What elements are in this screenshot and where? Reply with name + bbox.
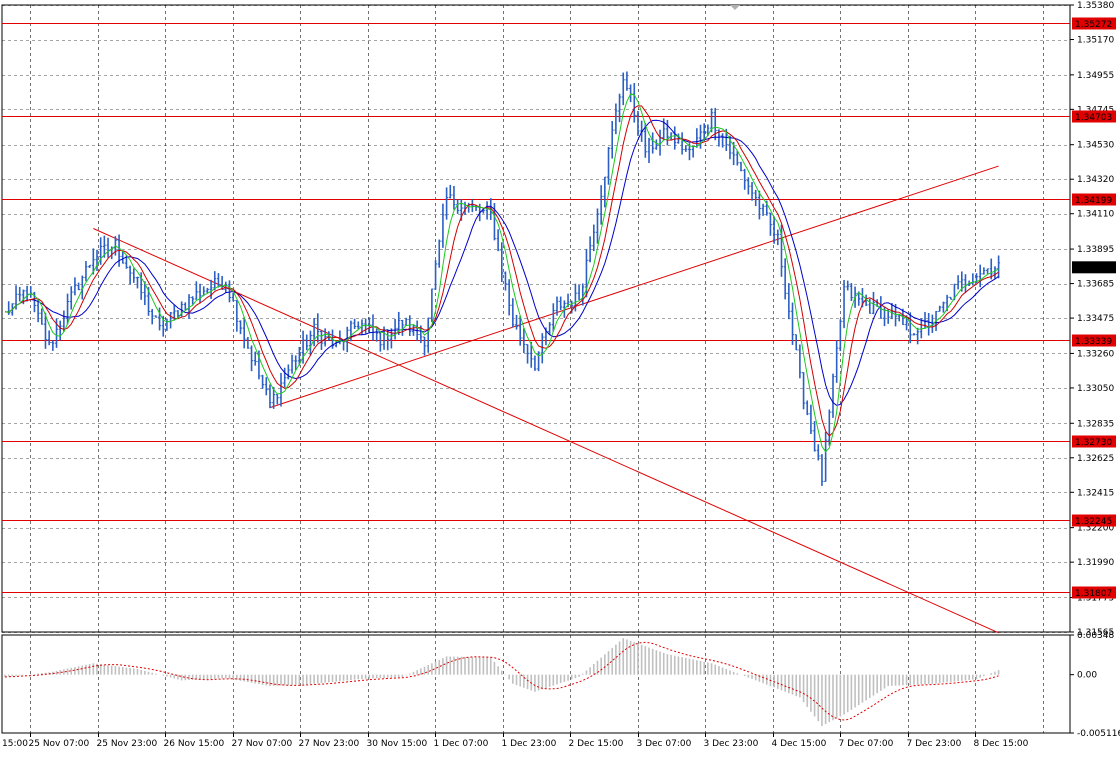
level-label: 1.31807 <box>1075 589 1112 599</box>
level-label: 1.35272 <box>1075 20 1112 30</box>
time-tick-label: 1 Dec 23:00 <box>502 739 557 749</box>
oscillator-tick-label: 0.00 <box>1077 671 1097 681</box>
level-label: 1.32245 <box>1075 517 1112 527</box>
level-label-badge <box>1072 110 1116 123</box>
level-label-badge <box>1072 514 1116 527</box>
time-tick-label: 15:00 <box>2 739 28 749</box>
price-tick-label: 1.32835 <box>1077 419 1114 429</box>
time-tick-label: 4 Dec 15:00 <box>772 739 827 749</box>
price-tick-label: 1.34530 <box>1077 141 1114 151</box>
candles-group <box>7 71 1001 486</box>
time-tick-label: 25 Nov 07:00 <box>29 739 90 749</box>
oscillator-tick-label: 0.00348 <box>1077 631 1114 641</box>
price-tick-label: 1.33895 <box>1077 245 1114 255</box>
level-label: 1.32730 <box>1075 438 1112 448</box>
level-label: 1.34703 <box>1075 113 1112 123</box>
time-tick-label: 26 Nov 15:00 <box>164 739 225 749</box>
time-tick-label: 3 Dec 23:00 <box>704 739 759 749</box>
price-tick-label: 1.34955 <box>1077 71 1114 81</box>
price-tick-label: 1.32415 <box>1077 488 1114 498</box>
oscillator-bars-group <box>4 638 1000 726</box>
time-tick-label: 1 Dec 07:00 <box>434 739 489 749</box>
price-tick-label: 1.31990 <box>1077 558 1114 568</box>
time-tick-label: 2 Dec 15:00 <box>569 739 624 749</box>
level-label-badge <box>1072 193 1116 206</box>
level-label: 1.33339 <box>1075 337 1112 347</box>
level-label-badge <box>1072 334 1116 347</box>
price-tick-label: 1.34745 <box>1077 105 1114 115</box>
time-tick-label: 25 Nov 23:00 <box>97 739 158 749</box>
level-label-badge <box>1072 17 1116 30</box>
price-tick-label: 1.35170 <box>1077 36 1114 46</box>
price-tick-label: 1.33475 <box>1077 314 1114 324</box>
time-tick-label: 8 Dec 15:00 <box>974 739 1029 749</box>
price-tick-label: 1.34110 <box>1077 210 1114 220</box>
level-label: 1.34199 <box>1075 196 1112 206</box>
time-tick-label: 27 Nov 07:00 <box>232 739 293 749</box>
trend-line <box>93 228 999 634</box>
price-tick-label: 1.33050 <box>1077 384 1114 394</box>
ma-slow-line <box>4 119 999 406</box>
price-tick-label: 1.31565 <box>1077 628 1114 638</box>
current-price-label: 1.33784 <box>1075 264 1112 274</box>
ma-fast-line <box>4 93 999 453</box>
time-tick-label: 30 Nov 15:00 <box>367 739 428 749</box>
level-label-badge <box>1072 586 1116 599</box>
price-tick-label: 1.34320 <box>1077 175 1114 185</box>
current-price-badge <box>1072 261 1116 274</box>
price-tick-label: 1.32200 <box>1077 524 1114 534</box>
price-tick-label: 1.33260 <box>1077 349 1114 359</box>
time-tick-label: 7 Dec 23:00 <box>907 739 962 749</box>
level-label-badge <box>1072 435 1116 448</box>
time-tick-label: 3 Dec 07:00 <box>637 739 692 749</box>
price-tick-label: 1.33685 <box>1077 280 1114 290</box>
time-tick-label: 7 Dec 07:00 <box>839 739 894 749</box>
trend-line <box>269 165 999 409</box>
price-tick-label: 1.32625 <box>1077 454 1114 464</box>
scroll-marker-icon <box>730 5 740 10</box>
oscillator-tick-label: -0.005116 <box>1077 729 1120 739</box>
price-tick-label: 1.35380 <box>1077 1 1114 11</box>
time-tick-label: 27 Nov 23:00 <box>299 739 360 749</box>
